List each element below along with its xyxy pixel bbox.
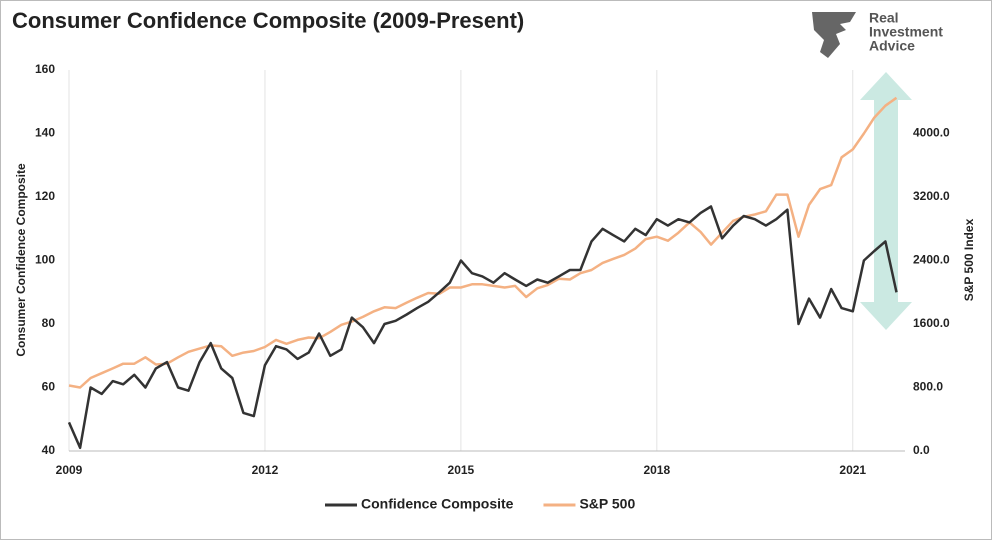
range-arrow	[860, 72, 912, 330]
x-tick-label: 2015	[448, 463, 475, 477]
y2-axis-title: S&P 500 Index	[962, 218, 976, 301]
x-tick-label: 2021	[839, 463, 866, 477]
y2-tick-label: 0.0	[913, 443, 930, 457]
y2-tick-label: 3200.0	[913, 189, 950, 203]
series-line	[67, 205, 898, 450]
logo: Real Investment Advice	[812, 10, 943, 58]
y-tick-label: 60	[42, 380, 56, 394]
x-tick-label: 2018	[643, 463, 670, 477]
x-tick-label: 2009	[56, 463, 83, 477]
logo-icon	[812, 12, 856, 58]
y-tick-label: 160	[35, 62, 55, 76]
y2-tick-label: 2400.0	[913, 253, 950, 267]
series-line	[68, 96, 898, 389]
y-axis-title: Consumer Confidence Composite	[14, 163, 28, 357]
logo-text: Advice	[869, 38, 915, 54]
y-tick-label: 100	[35, 253, 55, 267]
y-tick-label: 40	[42, 443, 56, 457]
y-tick-label: 120	[35, 189, 55, 203]
logo-text: Investment	[869, 24, 943, 40]
x-tick-label: 2012	[252, 463, 279, 477]
legend-label: Confidence Composite	[361, 496, 514, 512]
y2-tick-label: 1600.0	[913, 316, 950, 330]
y-tick-label: 140	[35, 126, 55, 140]
chart-title: Consumer Confidence Composite (2009-Pres…	[12, 8, 524, 33]
y-tick-label: 80	[42, 316, 56, 330]
logo-text: Real	[869, 10, 899, 26]
y2-tick-label: 800.0	[913, 380, 943, 394]
y2-tick-label: 4000.0	[913, 126, 950, 140]
legend-label: S&P 500	[579, 496, 635, 512]
